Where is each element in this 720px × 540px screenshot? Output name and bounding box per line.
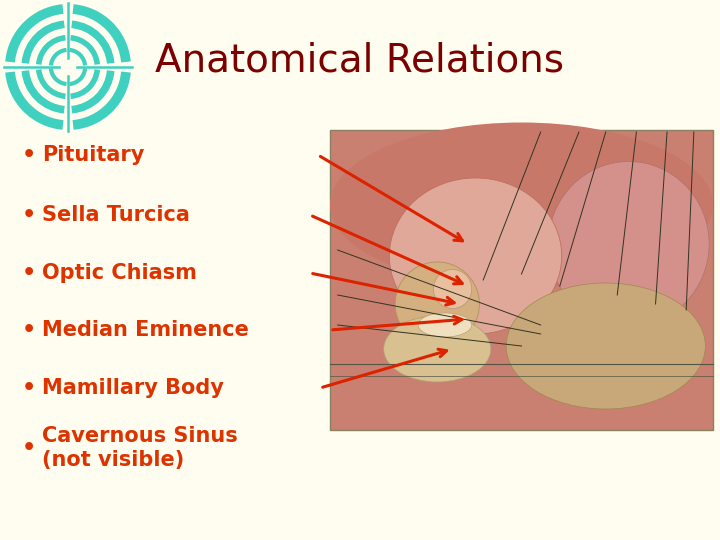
Ellipse shape [506,283,706,409]
Text: Mamillary Body: Mamillary Body [42,378,224,398]
Text: •: • [22,378,36,398]
Text: •: • [22,145,36,165]
Text: •: • [22,205,36,225]
Text: •: • [22,263,36,283]
Ellipse shape [330,123,713,287]
Ellipse shape [395,262,480,346]
Bar [330,130,713,430]
Text: Median Eminence: Median Eminence [42,320,249,340]
Text: Sella Turcica: Sella Turcica [42,205,190,225]
Text: Anatomical Relations: Anatomical Relations [155,41,564,79]
Ellipse shape [384,316,491,382]
Text: Cavernous Sinus
(not visible): Cavernous Sinus (not visible) [42,427,238,470]
FancyArrowPatch shape [312,274,454,305]
Ellipse shape [418,313,472,337]
Text: •: • [22,438,36,458]
Text: Optic Chiasm: Optic Chiasm [42,263,197,283]
Ellipse shape [549,161,709,327]
Text: Pituitary: Pituitary [42,145,145,165]
Ellipse shape [433,269,472,308]
FancyArrowPatch shape [333,316,462,330]
FancyArrowPatch shape [323,349,446,387]
Text: •: • [22,320,36,340]
Ellipse shape [390,178,562,334]
FancyArrowPatch shape [312,216,462,284]
FancyArrowPatch shape [320,157,462,241]
